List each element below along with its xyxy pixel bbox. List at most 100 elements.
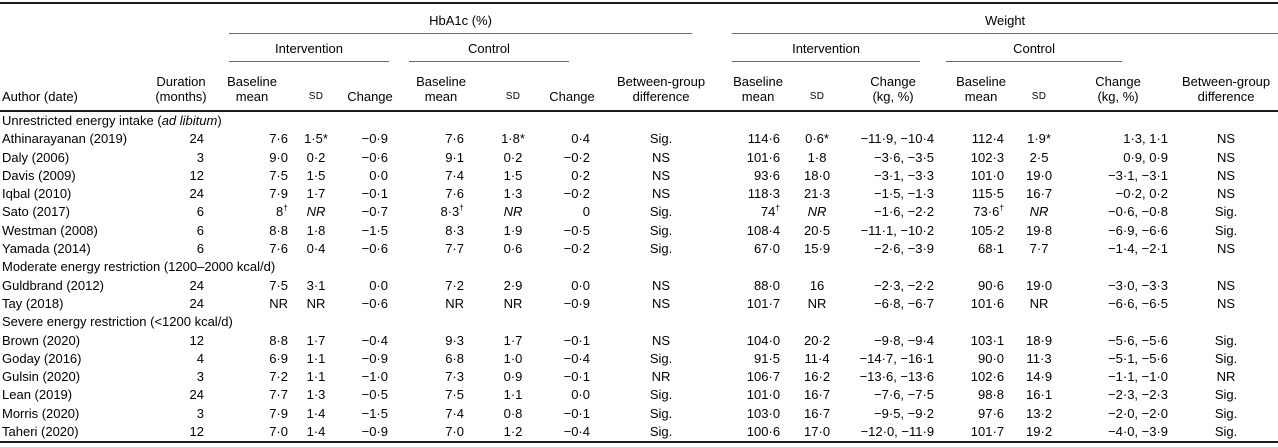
cell-hba1c-int-sd: 1·8: [306, 222, 326, 238]
cell-hba1c-ctrl-baseline: 8·3†: [440, 203, 464, 220]
study-row: Brown (2020) 12 8·8 1·7 −0·4 9·3 1·7 −0·1 NS 104·…: [0, 332, 1278, 350]
cell-weight-between-group: Sig.: [1214, 332, 1238, 348]
study-row: Athinarayanan (2019) 24 7·6 1·5* −0·9 7·6 1·8*…: [0, 130, 1278, 148]
study-row: Sato (2017) 6 8† NR −0·7 8·3† NR 0 Sig. 74† NR −1·6…: [0, 203, 1278, 221]
cell-hba1c-ctrl-change: −0·1: [563, 332, 590, 348]
cell-weight-int-baseline: 118·3: [747, 186, 781, 202]
subgroup-header-row: Intervention Control Intervention Contro…: [0, 34, 1278, 62]
cell-hba1c-int-change: −0·6: [361, 149, 388, 165]
cell-author: Lean (2019): [2, 387, 73, 403]
hba1c-group-header: HbA1c (%): [212, 3, 722, 34]
cell-weight-int-sd: 11·4: [804, 350, 830, 366]
cell-weight-ctrl-change: −2·3, −2·3: [1108, 387, 1169, 403]
cell-hba1c-int-change: −1·5: [361, 405, 388, 421]
cell-weight-int-baseline: 101·7: [746, 295, 781, 311]
cell-hba1c-between-group: Sig.: [649, 222, 673, 238]
study-row: Davis (2009) 12 7·5 1·5 0·0 7·4 1·5 0·2 NS 93·6 18…: [0, 167, 1278, 185]
cell-weight-int-change: −13·6, −13·6: [859, 369, 935, 385]
col-header-author: Author (date): [0, 62, 150, 112]
cell-weight-ctrl-sd: 7·7: [1029, 241, 1049, 257]
cell-hba1c-int-change: −1·0: [361, 369, 388, 385]
cell-hba1c-ctrl-change: −0·4: [563, 350, 590, 366]
cell-weight-int-baseline: 114·6: [747, 131, 781, 147]
study-row: Daly (2006) 3 9·0 0·2 −0·6 9·1 0·2 −0·2 NS 101·6 1…: [0, 149, 1278, 167]
cell-hba1c-ctrl-change: −0·1: [563, 405, 590, 421]
section-row: Severe energy restriction (<1200 kcal/d): [0, 313, 1278, 331]
section-row: Moderate energy restriction (1200–2000 k…: [0, 258, 1278, 276]
cell-hba1c-between-group: Sig.: [649, 204, 673, 220]
cell-weight-ctrl-baseline: 98·8: [978, 387, 1005, 403]
cell-author: Tay (2018): [2, 295, 64, 311]
cell-weight-ctrl-baseline: 102·3: [970, 149, 1005, 165]
cell-weight-ctrl-change: −0·6, −0·8: [1108, 204, 1169, 220]
cell-hba1c-int-sd: 3·1: [306, 277, 326, 293]
cell-hba1c-ctrl-baseline: 9·1: [445, 149, 464, 165]
cell-weight-ctrl-baseline: 112·4: [971, 131, 1005, 147]
column-header-row: Author (date) Duration (months) Baseline…: [0, 62, 1278, 112]
cell-duration: 24: [189, 387, 204, 403]
cell-weight-int-sd: 16·2: [804, 369, 831, 385]
cell-weight-int-change: −9·8, −9·4: [874, 332, 935, 348]
cell-hba1c-ctrl-baseline: 7·6: [445, 186, 464, 202]
cell-hba1c-ctrl-baseline: 7·4: [445, 167, 464, 183]
cell-hba1c-ctrl-change: 0·0: [571, 277, 590, 293]
cell-hba1c-ctrl-change: −0·4: [563, 424, 590, 440]
cell-hba1c-ctrl-change: −0·9: [563, 295, 590, 311]
cell-weight-int-change: −11·1, −10·2: [860, 222, 935, 238]
cell-weight-ctrl-baseline: 115·5: [971, 186, 1005, 202]
cell-hba1c-ctrl-change: 0: [582, 204, 590, 220]
cell-author: Daly (2006): [2, 149, 70, 165]
cell-duration: 12: [189, 167, 204, 183]
cell-hba1c-int-sd: 1·4: [306, 405, 326, 421]
table-body: Unrestricted energy intake (ad libitum) A…: [0, 111, 1278, 442]
col-header-weight-int-change: Change (kg, %): [840, 62, 947, 112]
cell-hba1c-ctrl-sd: 0·8: [503, 405, 523, 421]
cell-hba1c-ctrl-baseline: 7·6: [445, 131, 464, 147]
cell-hba1c-ctrl-sd: NR: [503, 204, 523, 220]
cell-duration: 12: [189, 332, 204, 348]
col-header-weight-int-baseline: Baseline mean: [722, 62, 795, 112]
cell-hba1c-ctrl-sd: 1·1: [503, 387, 523, 403]
cell-weight-int-sd: 16·7: [804, 387, 831, 403]
cell-weight-ctrl-sd: 16·1: [1026, 387, 1053, 403]
study-row: Lean (2019) 24 7·7 1·3 −0·5 7·5 1·1 0·0 Sig. 101·…: [0, 386, 1278, 404]
cell-hba1c-int-baseline: NR: [269, 295, 288, 311]
cell-hba1c-int-sd: 0·4: [306, 241, 326, 257]
cell-weight-int-sd: 21·3: [804, 186, 831, 202]
cell-hba1c-ctrl-baseline: 7·4: [445, 405, 464, 421]
cell-weight-int-change: −7·6, −7·5: [874, 387, 935, 403]
cell-weight-ctrl-baseline: 101·7: [970, 424, 1005, 440]
control-label: Control: [1013, 41, 1055, 56]
cell-weight-ctrl-change: −2·0, −2·0: [1108, 405, 1169, 421]
cell-hba1c-ctrl-change: −0·2: [563, 149, 590, 165]
cell-hba1c-ctrl-baseline: 8·3: [445, 222, 464, 238]
table-header: HbA1c (%) Weight Intervention Control In…: [0, 3, 1278, 112]
cell-hba1c-int-baseline: 9·0: [269, 149, 288, 165]
cell-hba1c-int-change: −0·1: [361, 186, 388, 202]
cell-weight-between-group: NS: [1217, 186, 1236, 202]
cell-weight-ctrl-baseline: 103·1: [970, 332, 1005, 348]
group-header-row: HbA1c (%) Weight: [0, 3, 1278, 34]
cell-weight-ctrl-change: −6·6, −6·5: [1108, 295, 1169, 311]
cell-hba1c-between-group: Sig.: [649, 241, 673, 257]
cell-duration: 24: [189, 131, 204, 147]
cell-hba1c-int-baseline: 7·5: [269, 277, 288, 293]
cell-weight-ctrl-sd: 16·7: [1026, 186, 1053, 202]
cell-weight-int-sd: 17·0: [804, 424, 831, 440]
hba1c-group-label: HbA1c (%): [429, 13, 492, 28]
cell-hba1c-between-group: Sig.: [649, 350, 673, 366]
cell-weight-int-change: −2·3, −2·2: [874, 277, 935, 293]
cell-hba1c-int-baseline: 7·9: [269, 186, 288, 202]
cell-hba1c-int-baseline: 8†: [276, 203, 288, 220]
cell-hba1c-int-sd: NR: [306, 295, 326, 311]
cell-author: Yamada (2014): [2, 241, 91, 257]
cell-hba1c-int-change: 0·0: [369, 277, 388, 293]
cell-duration: 3: [196, 149, 204, 165]
cell-weight-ctrl-baseline: 90·0: [978, 350, 1005, 366]
cell-weight-ctrl-change: −0·2, 0·2: [1115, 186, 1169, 202]
col-header-duration: Duration (months): [150, 62, 212, 112]
cell-weight-between-group: NS: [1217, 241, 1236, 257]
cell-weight-int-sd: 18·0: [804, 167, 831, 183]
cell-weight-int-sd: 0·6*: [805, 131, 829, 147]
cell-weight-ctrl-sd: 2·5: [1029, 149, 1049, 165]
